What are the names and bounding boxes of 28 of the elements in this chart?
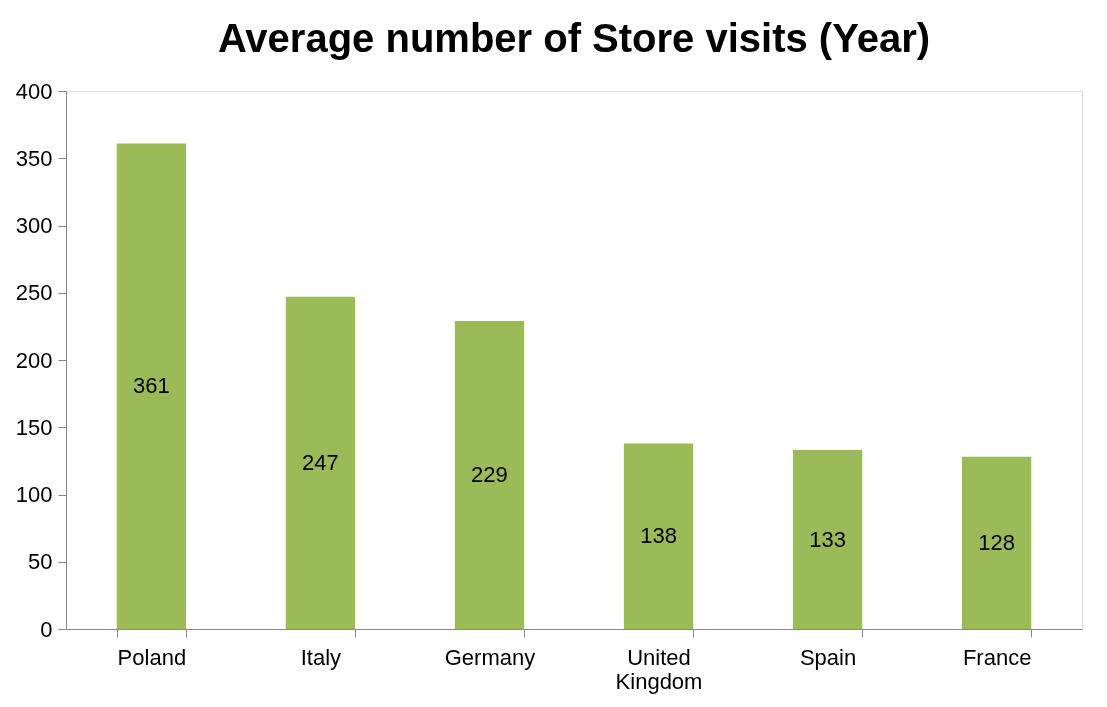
data-label: 229 [471, 462, 508, 487]
y-tick-label: 300 [15, 213, 53, 238]
chart-title: Average number of Store visits (Year) [217, 16, 931, 60]
x-tick-label: Germany [444, 644, 536, 670]
bar [454, 321, 525, 629]
bar [792, 450, 863, 629]
y-tick-label: 400 [15, 78, 53, 104]
x-tick-label: Spain [799, 644, 857, 670]
data-label: 133 [809, 526, 846, 552]
bar [116, 143, 187, 629]
data-label: 361 [133, 373, 170, 399]
x-tick-label: Poland [117, 644, 187, 670]
data-label: 247 [302, 449, 339, 475]
bar [623, 443, 694, 629]
y-tick-label: 250 [15, 280, 53, 306]
y-tick-label: 200 [15, 347, 53, 373]
bar [961, 456, 1032, 629]
y-tick-label: 50 [28, 549, 53, 575]
x-tick-label: United Kingdom [615, 644, 703, 694]
y-tick-label: 150 [15, 414, 53, 440]
y-tick-label: 0 [40, 616, 53, 642]
data-label: 138 [640, 523, 677, 549]
x-tick-label: France [962, 644, 1032, 670]
data-label: 128 [978, 529, 1015, 555]
x-tick-label: Italy [300, 644, 342, 670]
y-tick-label: 350 [15, 145, 53, 171]
bar [285, 296, 356, 629]
y-tick-label: 100 [15, 482, 53, 507]
